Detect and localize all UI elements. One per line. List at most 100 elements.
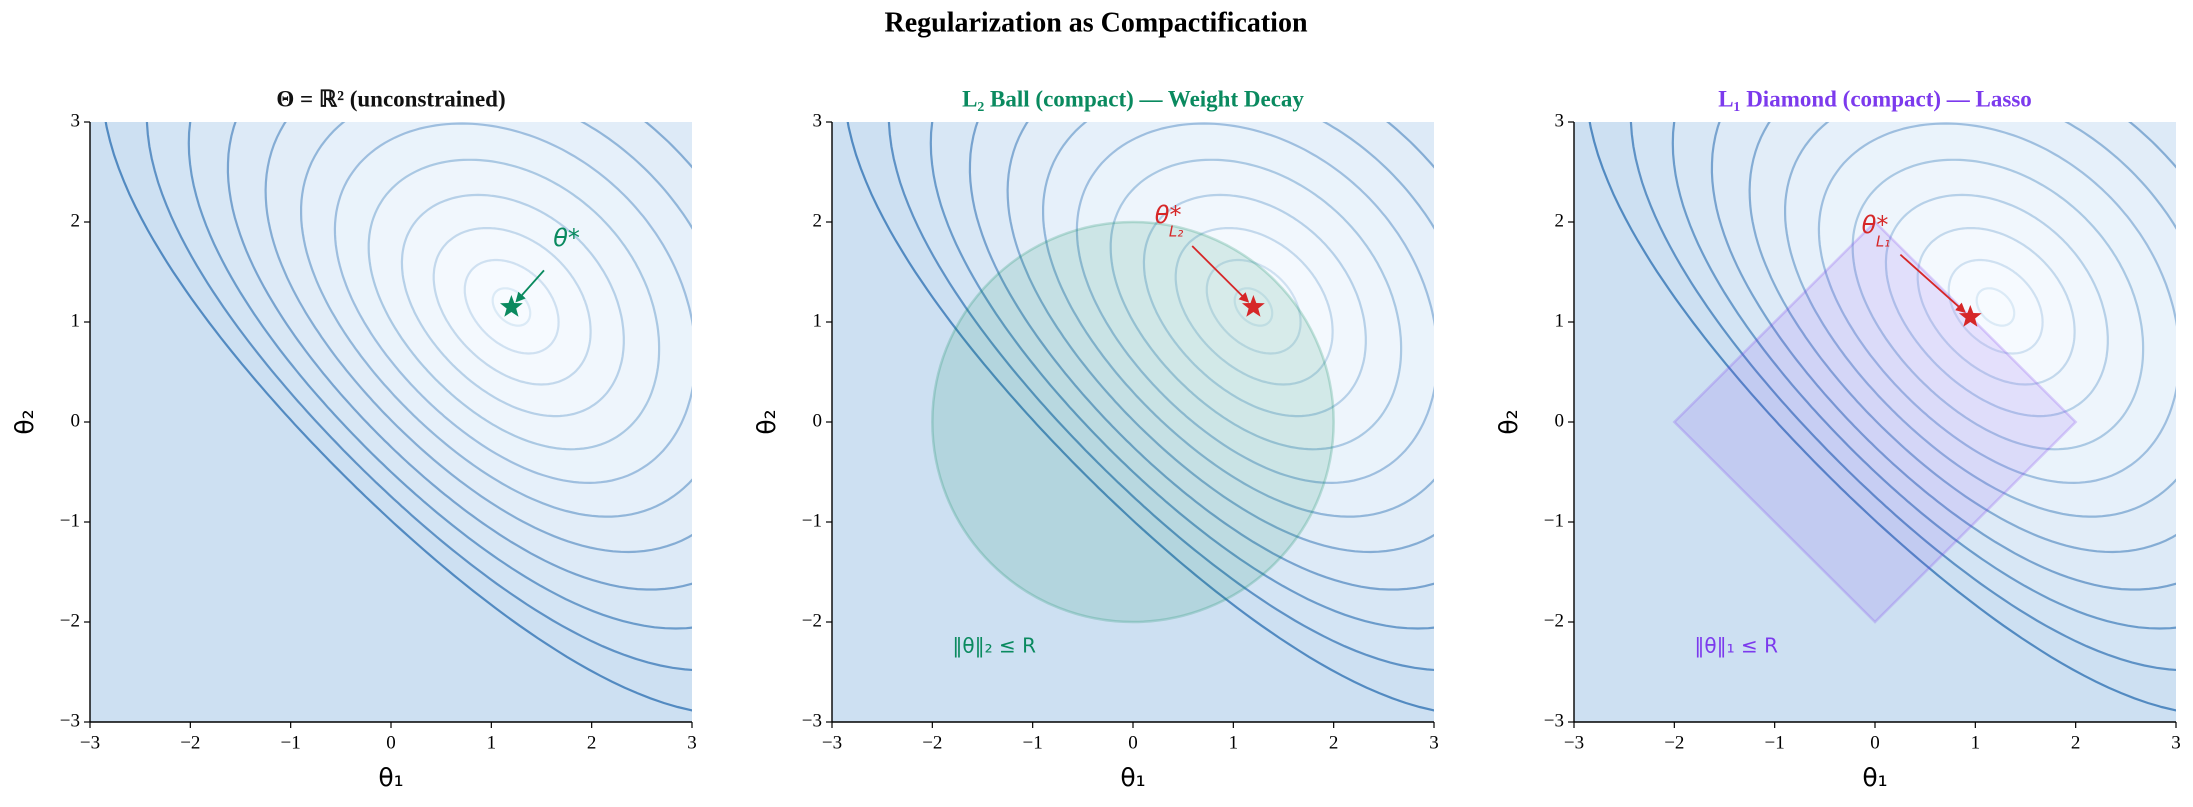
plot-area	[1574, 122, 2176, 722]
x-tick-label: 1	[487, 732, 497, 753]
contour-line	[1851, 158, 2145, 451]
x-tick-label: 2	[2071, 732, 2081, 753]
x-tick-label: 1	[1229, 732, 1239, 753]
x-tick-label: 1	[1971, 732, 1981, 753]
x-axis-label: θ₁	[378, 763, 403, 792]
optimum-star	[1242, 295, 1265, 317]
contour-line	[1947, 258, 2044, 355]
optimum-label: θ*	[1862, 211, 1889, 239]
contour-band	[1976, 288, 2015, 326]
contour-line	[1710, 122, 2176, 591]
contour-line	[1748, 122, 2176, 554]
contour-line	[929, 122, 1434, 630]
x-axis-label: θ₁	[1120, 763, 1145, 792]
x-tick-label: 0	[1870, 732, 1880, 753]
x-axis-label: θ₁	[1862, 763, 1887, 792]
contour-line	[1174, 227, 1334, 386]
x-tick-label: −1	[1765, 732, 1785, 753]
y-tick-label: 0	[71, 410, 81, 431]
contour-line	[400, 193, 625, 418]
y-tick-label: −3	[60, 710, 80, 731]
contour-line	[846, 122, 1434, 712]
annotation-arrow	[515, 269, 545, 303]
plot-area	[832, 122, 1434, 722]
contour-line	[333, 122, 692, 485]
constraint-ball	[931, 220, 1335, 624]
x-tick-label: 2	[1329, 732, 1339, 753]
contour-line	[1975, 287, 2016, 327]
x-tick-label: 0	[1128, 732, 1138, 753]
contour-line	[1233, 287, 1274, 327]
contour-line	[968, 122, 1434, 591]
y-tick-label: 3	[1555, 110, 1565, 131]
x-tick-label: −2	[922, 732, 942, 753]
contour-line	[187, 122, 692, 630]
y-axis-label: θ₂	[752, 409, 781, 434]
optimum-star	[500, 295, 523, 317]
region-label: ‖θ‖₁ ≤ R	[1694, 634, 1778, 658]
contour-line	[1205, 258, 1302, 355]
y-tick-label: 1	[1555, 310, 1565, 331]
y-tick-label: −1	[1544, 510, 1564, 531]
annotation-arrow	[1899, 253, 1966, 314]
contour-line	[1629, 122, 2176, 672]
panel-title: Θ = ℝ² (unconstrained)	[276, 86, 505, 111]
x-tick-label: −1	[281, 732, 301, 753]
x-tick-label: −1	[1023, 732, 1043, 753]
x-tick-label: −3	[1564, 732, 1584, 753]
y-tick-label: 0	[813, 410, 823, 431]
contour-line	[463, 258, 560, 355]
optimum-label: θ*	[1155, 201, 1182, 229]
x-tick-label: −3	[822, 732, 842, 753]
plot-area	[90, 122, 692, 722]
y-tick-label: −2	[802, 610, 822, 631]
contour-line	[1817, 122, 2176, 485]
y-tick-label: 1	[71, 310, 81, 331]
x-tick-label: 3	[687, 732, 697, 753]
y-tick-label: −3	[802, 710, 822, 731]
contour-line	[145, 122, 692, 672]
y-tick-label: 3	[71, 110, 81, 131]
contour-line	[887, 122, 1434, 672]
x-tick-label: 3	[1429, 732, 1439, 753]
optimum-star	[1958, 305, 1982, 327]
contour-line	[1075, 122, 1434, 485]
contour-line	[1142, 193, 1367, 418]
contour-line	[1884, 193, 2109, 418]
y-axis-label: θ₂	[10, 409, 39, 434]
x-tick-label: −3	[80, 732, 100, 753]
annotation-arrow	[1191, 245, 1250, 303]
y-tick-label: −2	[1544, 610, 1564, 631]
contour-line	[1109, 158, 1403, 451]
y-axis-label: θ₂	[1494, 409, 1523, 434]
optimum-label: θ*	[553, 224, 580, 252]
contour-line	[432, 227, 592, 386]
x-tick-label: −2	[180, 732, 200, 753]
contour-line	[264, 122, 692, 554]
x-tick-label: −2	[1664, 732, 1684, 753]
panel-title: L₂ Ball (compact) — Weight Decay	[962, 86, 1304, 111]
y-tick-label: −2	[60, 610, 80, 631]
contour-line	[1784, 122, 2176, 518]
contour-line	[1042, 122, 1434, 518]
contour-line	[1006, 122, 1434, 554]
x-tick-label: 0	[386, 732, 396, 753]
y-tick-label: 1	[813, 310, 823, 331]
contour-line	[1671, 122, 2176, 630]
y-tick-label: −1	[60, 510, 80, 531]
x-tick-label: 2	[587, 732, 597, 753]
contour-line	[1588, 122, 2176, 712]
contour-line	[367, 158, 661, 451]
y-tick-label: −3	[1544, 710, 1564, 731]
contour-line	[104, 122, 692, 712]
y-tick-label: 0	[1555, 410, 1565, 431]
contour-line	[1916, 227, 2076, 386]
x-tick-label: 3	[2171, 732, 2181, 753]
y-tick-label: −1	[802, 510, 822, 531]
optimum-label-sub: L₁	[1876, 233, 1890, 251]
constraint-diamond	[1672, 220, 2078, 624]
contour-line	[300, 122, 692, 518]
y-tick-label: 2	[1555, 210, 1565, 231]
contour-line	[226, 122, 692, 591]
